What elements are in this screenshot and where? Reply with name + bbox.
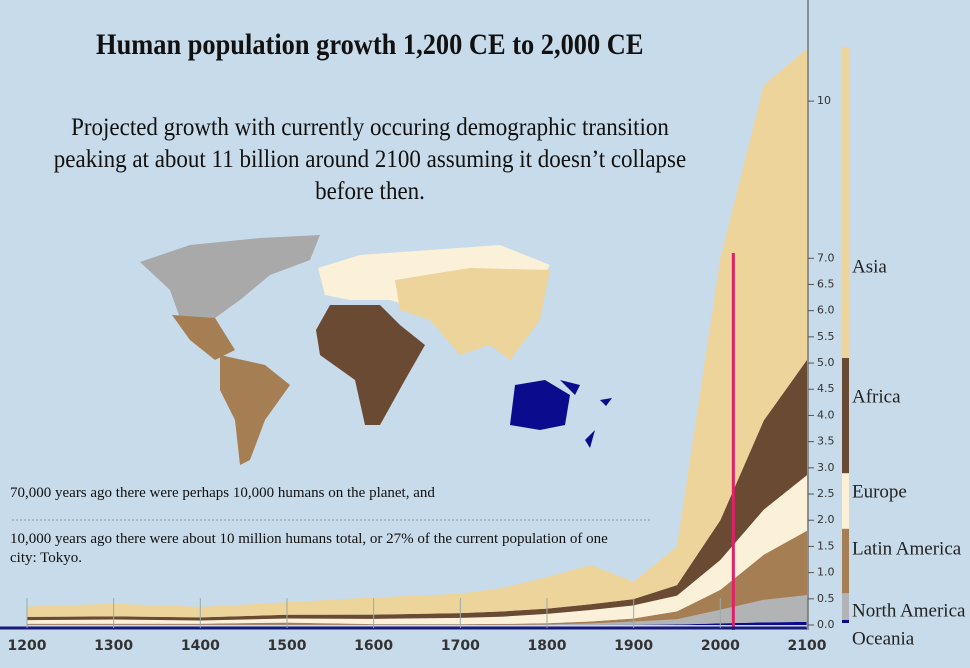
y-tick-label: 4.0	[817, 408, 835, 421]
legend-label: Oceania	[852, 628, 915, 649]
y-tick-label: 0.5	[817, 592, 835, 605]
y-tick-label: 6.0	[817, 304, 835, 317]
y-tick-label: 3.0	[817, 461, 835, 474]
chart-title: Human population growth 1,200 CE to 2,00…	[96, 28, 644, 61]
legend-swatch	[842, 619, 849, 623]
area	[27, 595, 807, 625]
legend-label: North America	[852, 600, 966, 621]
x-tick-label: 1800	[528, 638, 567, 654]
x-tick-label: 1500	[268, 638, 307, 654]
legend-label: Africa	[852, 386, 901, 407]
y-tick-label: 5.0	[817, 356, 835, 369]
area	[27, 621, 807, 625]
y-tick-label: 6.5	[817, 277, 835, 290]
legend-swatch	[842, 357, 849, 474]
x-tick-label: 1400	[181, 638, 220, 654]
y-tick-label: 2.0	[817, 513, 835, 526]
x-tick-label: 1300	[94, 638, 133, 654]
y-tick-label: 7.0	[817, 251, 835, 264]
annotation: 70,000 years ago there were perhaps 10,0…	[10, 485, 435, 501]
x-tick-label: 1700	[441, 638, 480, 654]
legend-label: Asia	[852, 256, 887, 277]
x-tick-label: 1200	[8, 638, 47, 654]
world-map	[140, 235, 612, 465]
legend-swatch	[842, 593, 849, 620]
legend-swatch	[842, 46, 849, 358]
y-tick-label: 1.5	[817, 539, 835, 552]
x-tick-label: 2000	[701, 638, 740, 654]
y-tick-label: 10	[817, 94, 831, 107]
x-tick-label: 1900	[614, 638, 653, 654]
y-tick-label: 0.0	[817, 618, 835, 631]
annotation: 10,000 years ago there were about 10 mil…	[10, 531, 608, 566]
legend-swatch	[842, 473, 849, 529]
y-tick-label: 1.0	[817, 566, 835, 579]
chart-subtitle: Projected growth with currently occuring…	[53, 114, 687, 205]
legend-swatch	[842, 528, 849, 594]
y-tick-label: 4.5	[817, 382, 835, 395]
x-tick-label: 1600	[354, 638, 393, 654]
y-tick-label: 3.5	[817, 435, 835, 448]
x-tick-label: 2100	[788, 638, 827, 654]
y-tick-label: 5.5	[817, 330, 835, 343]
y-tick-label: 2.5	[817, 487, 835, 500]
legend-label: Latin America	[852, 538, 962, 559]
legend-label: Europe	[852, 481, 907, 502]
